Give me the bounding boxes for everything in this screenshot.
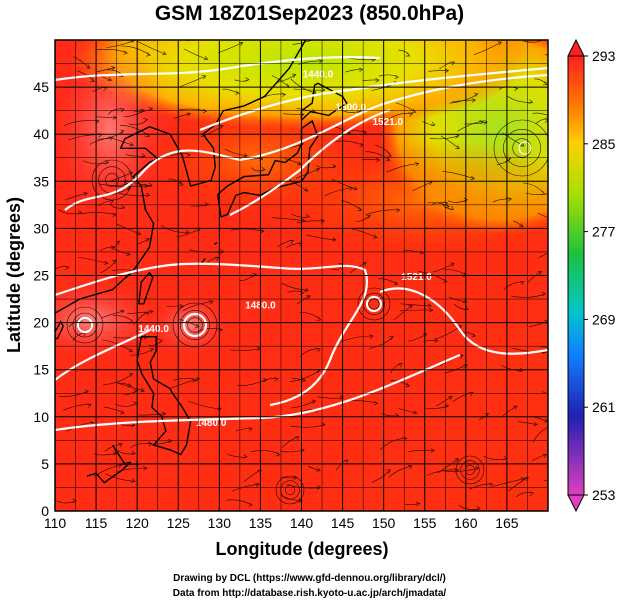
x-tick-label: 130 (208, 515, 232, 531)
lat-lon-grid (54, 39, 549, 512)
x-tick-label: 140 (290, 515, 314, 531)
y-tick-label: 20 (33, 315, 49, 331)
y-tick-label: 35 (33, 173, 49, 189)
contour-label: 1440.0 (303, 70, 334, 81)
x-axis-ticks: 110 115 120 125 130 135 140 145 150 155 160 165 (44, 515, 519, 531)
x-axis-title: Longitude (degrees) (215, 539, 388, 559)
y-tick-label: 0 (41, 503, 49, 519)
colorbar-top-triangle (567, 38, 585, 57)
x-tick-label: 165 (495, 515, 519, 531)
colorbar-tick-label: 293 (592, 48, 616, 64)
colorbar-bottom-triangle (567, 494, 585, 513)
credit-dcl: Drawing by DCL (https://www.gfd-dennou.o… (173, 573, 446, 584)
x-tick-label: 110 (44, 515, 67, 531)
x-tick-label: 120 (125, 515, 149, 531)
y-tick-label: 10 (33, 409, 49, 425)
y-axis-ticks: 0 5 10 15 20 25 30 35 40 45 (33, 79, 49, 519)
x-tick-label: 135 (249, 515, 273, 531)
y-axis-title: Latitude (degrees) (4, 197, 24, 353)
colorbar-tick-label: 285 (592, 136, 616, 152)
y-tick-label: 15 (33, 362, 49, 378)
contour-label: 1521.0 (372, 117, 403, 128)
y-tick-label: 30 (33, 220, 49, 236)
credit-data-source: Data from http://database.rish.kyoto-u.a… (172, 588, 447, 599)
y-tick-label: 25 (33, 268, 49, 284)
y-tick-label: 5 (41, 456, 49, 472)
y-tick-label: 45 (33, 79, 49, 95)
colorbar-tick-label: 261 (592, 399, 616, 415)
colorbar-tick-label: 253 (592, 487, 616, 503)
contour-label: 1500.0 (336, 103, 367, 114)
x-tick-label: 145 (331, 515, 355, 531)
x-tick-label: 160 (454, 515, 478, 531)
x-tick-label: 125 (167, 515, 191, 531)
contour-label: 1440.0 (138, 324, 169, 335)
colorbar-tick-label: 269 (592, 311, 616, 327)
y-tick-label: 40 (33, 126, 49, 142)
x-tick-label: 115 (85, 515, 108, 531)
contour-label: 1480.0 (196, 418, 227, 429)
x-tick-label: 150 (372, 515, 396, 531)
temperature-field: 1440.01500.01521.01480.01521.01440.01480… (55, 40, 548, 511)
page-title: GSM 18Z01Sep2023 (850.0hPa) (154, 2, 465, 25)
contour-label: 1521.0 (401, 272, 432, 283)
colorbar-tick-label: 277 (592, 224, 616, 240)
colorbar: 293 285 277 269 261 253 (567, 38, 616, 513)
x-tick-label: 155 (413, 515, 437, 531)
plot-frame (54, 39, 549, 512)
